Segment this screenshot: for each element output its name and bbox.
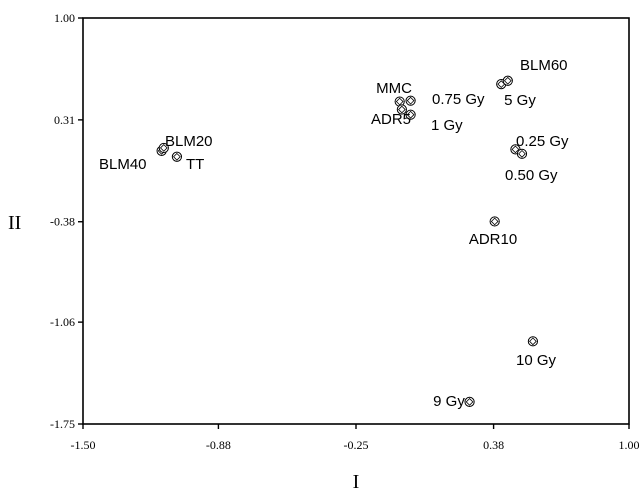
data-point xyxy=(171,151,183,162)
point-label: 0.25 Gy xyxy=(516,133,569,150)
x-tick-label: -1.50 xyxy=(71,438,96,452)
x-tick-label: 0.38 xyxy=(483,438,504,452)
x-tick-label: 1.00 xyxy=(619,438,640,452)
point-label: TT xyxy=(186,156,204,173)
data-point xyxy=(464,396,475,407)
x-axis-ticks: -1.50 -0.88 -0.25 0.38 1.00 xyxy=(71,424,640,452)
data-points xyxy=(156,75,539,407)
y-axis-title: II xyxy=(8,212,21,234)
point-label: ADR5 xyxy=(371,111,411,128)
point-label: BLM60 xyxy=(520,57,568,74)
y-tick-label: 1.00 xyxy=(54,11,75,25)
y-tick-label: -0.38 xyxy=(50,215,75,229)
x-tick-label: -0.25 xyxy=(344,438,369,452)
point-label: 10 Gy xyxy=(516,352,557,369)
point-label: 0.50 Gy xyxy=(505,167,558,184)
data-point xyxy=(489,216,500,227)
data-point xyxy=(405,95,416,106)
data-point xyxy=(405,109,416,120)
x-axis-title: I xyxy=(353,471,360,492)
data-point xyxy=(527,336,539,347)
y-axis-ticks: 1.00 0.31 -0.38 -1.06 -1.75 xyxy=(50,11,83,431)
point-label: BLM40 xyxy=(99,156,147,173)
point-label: 0.75 Gy xyxy=(432,91,485,108)
y-tick-label: 0.31 xyxy=(54,113,75,127)
y-tick-label: -1.06 xyxy=(50,315,75,329)
y-tick-label: -1.75 xyxy=(50,417,75,431)
point-annotations: BLM60 MMC 0.75 Gy 5 Gy ADR5 1 Gy BLM20 BLM40 TT 0… xyxy=(99,57,569,410)
point-label: 1 Gy xyxy=(431,117,463,134)
point-label: MMC xyxy=(376,80,412,97)
data-point xyxy=(396,104,407,115)
point-label: 9 Gy xyxy=(433,393,465,410)
x-tick-label: -0.88 xyxy=(206,438,231,452)
point-label: BLM20 xyxy=(165,133,213,150)
data-point xyxy=(516,148,528,159)
data-point xyxy=(502,75,513,86)
point-label: ADR10 xyxy=(469,231,517,248)
data-point xyxy=(158,142,169,154)
point-label: 5 Gy xyxy=(504,92,536,109)
